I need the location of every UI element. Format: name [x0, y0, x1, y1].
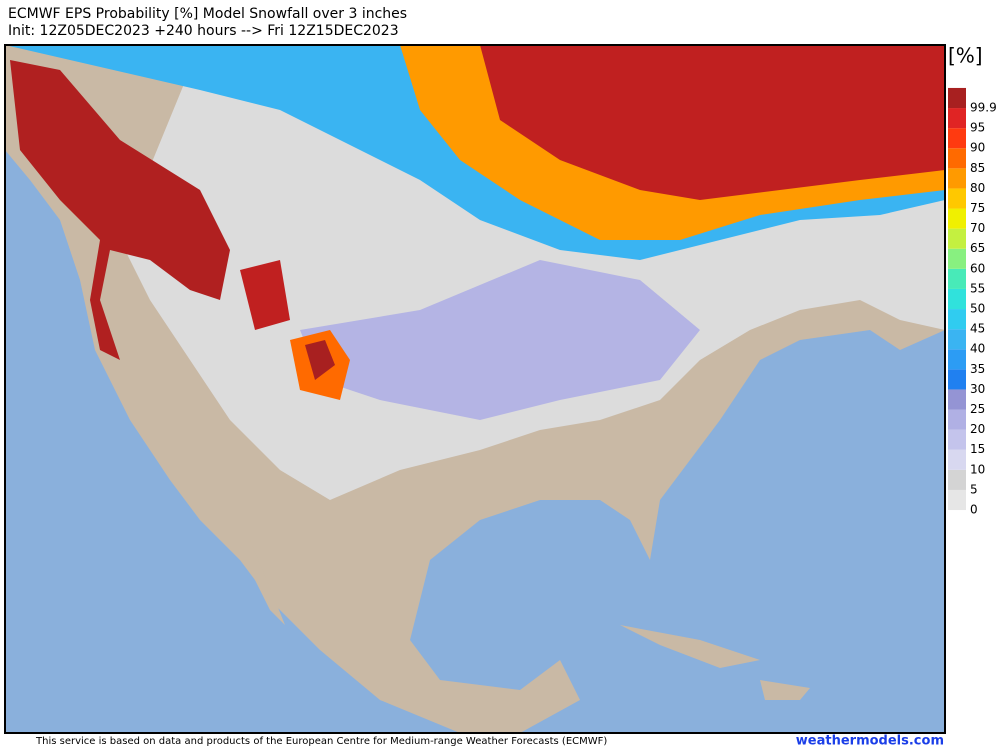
colorbar-cell: [948, 329, 966, 350]
baja: [240, 540, 285, 625]
colorbar-label: 50: [970, 302, 985, 316]
colorbar-cell: [948, 469, 966, 490]
colorbar-label: 99.9: [970, 101, 997, 115]
snow-west: [10, 60, 230, 360]
colorbar-cell: [948, 148, 966, 169]
colorbar-cell: [948, 449, 966, 470]
colorbar-label: 80: [970, 181, 985, 195]
colorbar-label: 30: [970, 382, 985, 396]
snow-lavender: [300, 260, 700, 420]
footer-text: This service is based on data and produc…: [35, 736, 607, 747]
colorbar-label: 25: [970, 402, 985, 416]
colorbar-cell: [948, 309, 966, 330]
colorbar-cell: [948, 188, 966, 209]
legend-unit: [%]: [948, 44, 983, 68]
colorbar-label: 60: [970, 261, 985, 275]
map: [4, 44, 946, 734]
colorbar-label: 45: [970, 322, 985, 336]
subtitle: Init: 12Z05DEC2023 +240 hours --> Fri 12…: [8, 23, 399, 39]
colorbar-label: 15: [970, 442, 985, 456]
colorbar-cell: [948, 208, 966, 229]
colorbar-label: 20: [970, 422, 985, 436]
colorbar-label: 55: [970, 281, 985, 295]
colorbar-cell: [948, 288, 966, 310]
snow-rockies: [240, 260, 290, 330]
colorbar-label: 65: [970, 241, 985, 255]
colorbar-cell: [948, 349, 966, 370]
colorbar-label: 0: [970, 503, 978, 517]
colorbar-label: 90: [970, 141, 985, 155]
colorbar-cell: [948, 128, 966, 149]
snow-red: [480, 45, 945, 200]
colorbar-label: 35: [970, 362, 985, 376]
colorbar-label: 10: [970, 462, 985, 476]
colorbar-cell: [948, 429, 966, 450]
colorbar-cell: [948, 489, 966, 511]
colorbar-label: 5: [970, 482, 978, 496]
colorbar-cell: [948, 268, 966, 289]
colorbar-cell: [948, 87, 966, 109]
snow-colorado-core: [305, 340, 335, 380]
map-frame: [4, 44, 946, 734]
colorbar-cell: [948, 248, 966, 269]
colorbar-cell: [948, 389, 966, 410]
colorbar-label: 40: [970, 342, 985, 356]
credit: weathermodels.com: [796, 734, 944, 749]
colorbar: 0 5 10 15 20 25 30 35 40 45 50 55 60 65 70 75 80 85 90 95 99…: [948, 87, 997, 517]
islands: [620, 625, 810, 700]
colorbar-cell: [948, 168, 966, 189]
colorbar-cell: [948, 409, 966, 430]
colorbar-cell: [948, 369, 966, 390]
colorbar-label: 75: [970, 201, 985, 215]
colorbar-label: 85: [970, 161, 985, 175]
colorbar-cell: [948, 228, 966, 249]
title: ECMWF EPS Probability [%] Model Snowfall…: [8, 6, 407, 22]
colorbar-label: 70: [970, 221, 985, 235]
colorbar-label: 95: [970, 121, 985, 135]
colorbar-cell: [948, 108, 966, 129]
